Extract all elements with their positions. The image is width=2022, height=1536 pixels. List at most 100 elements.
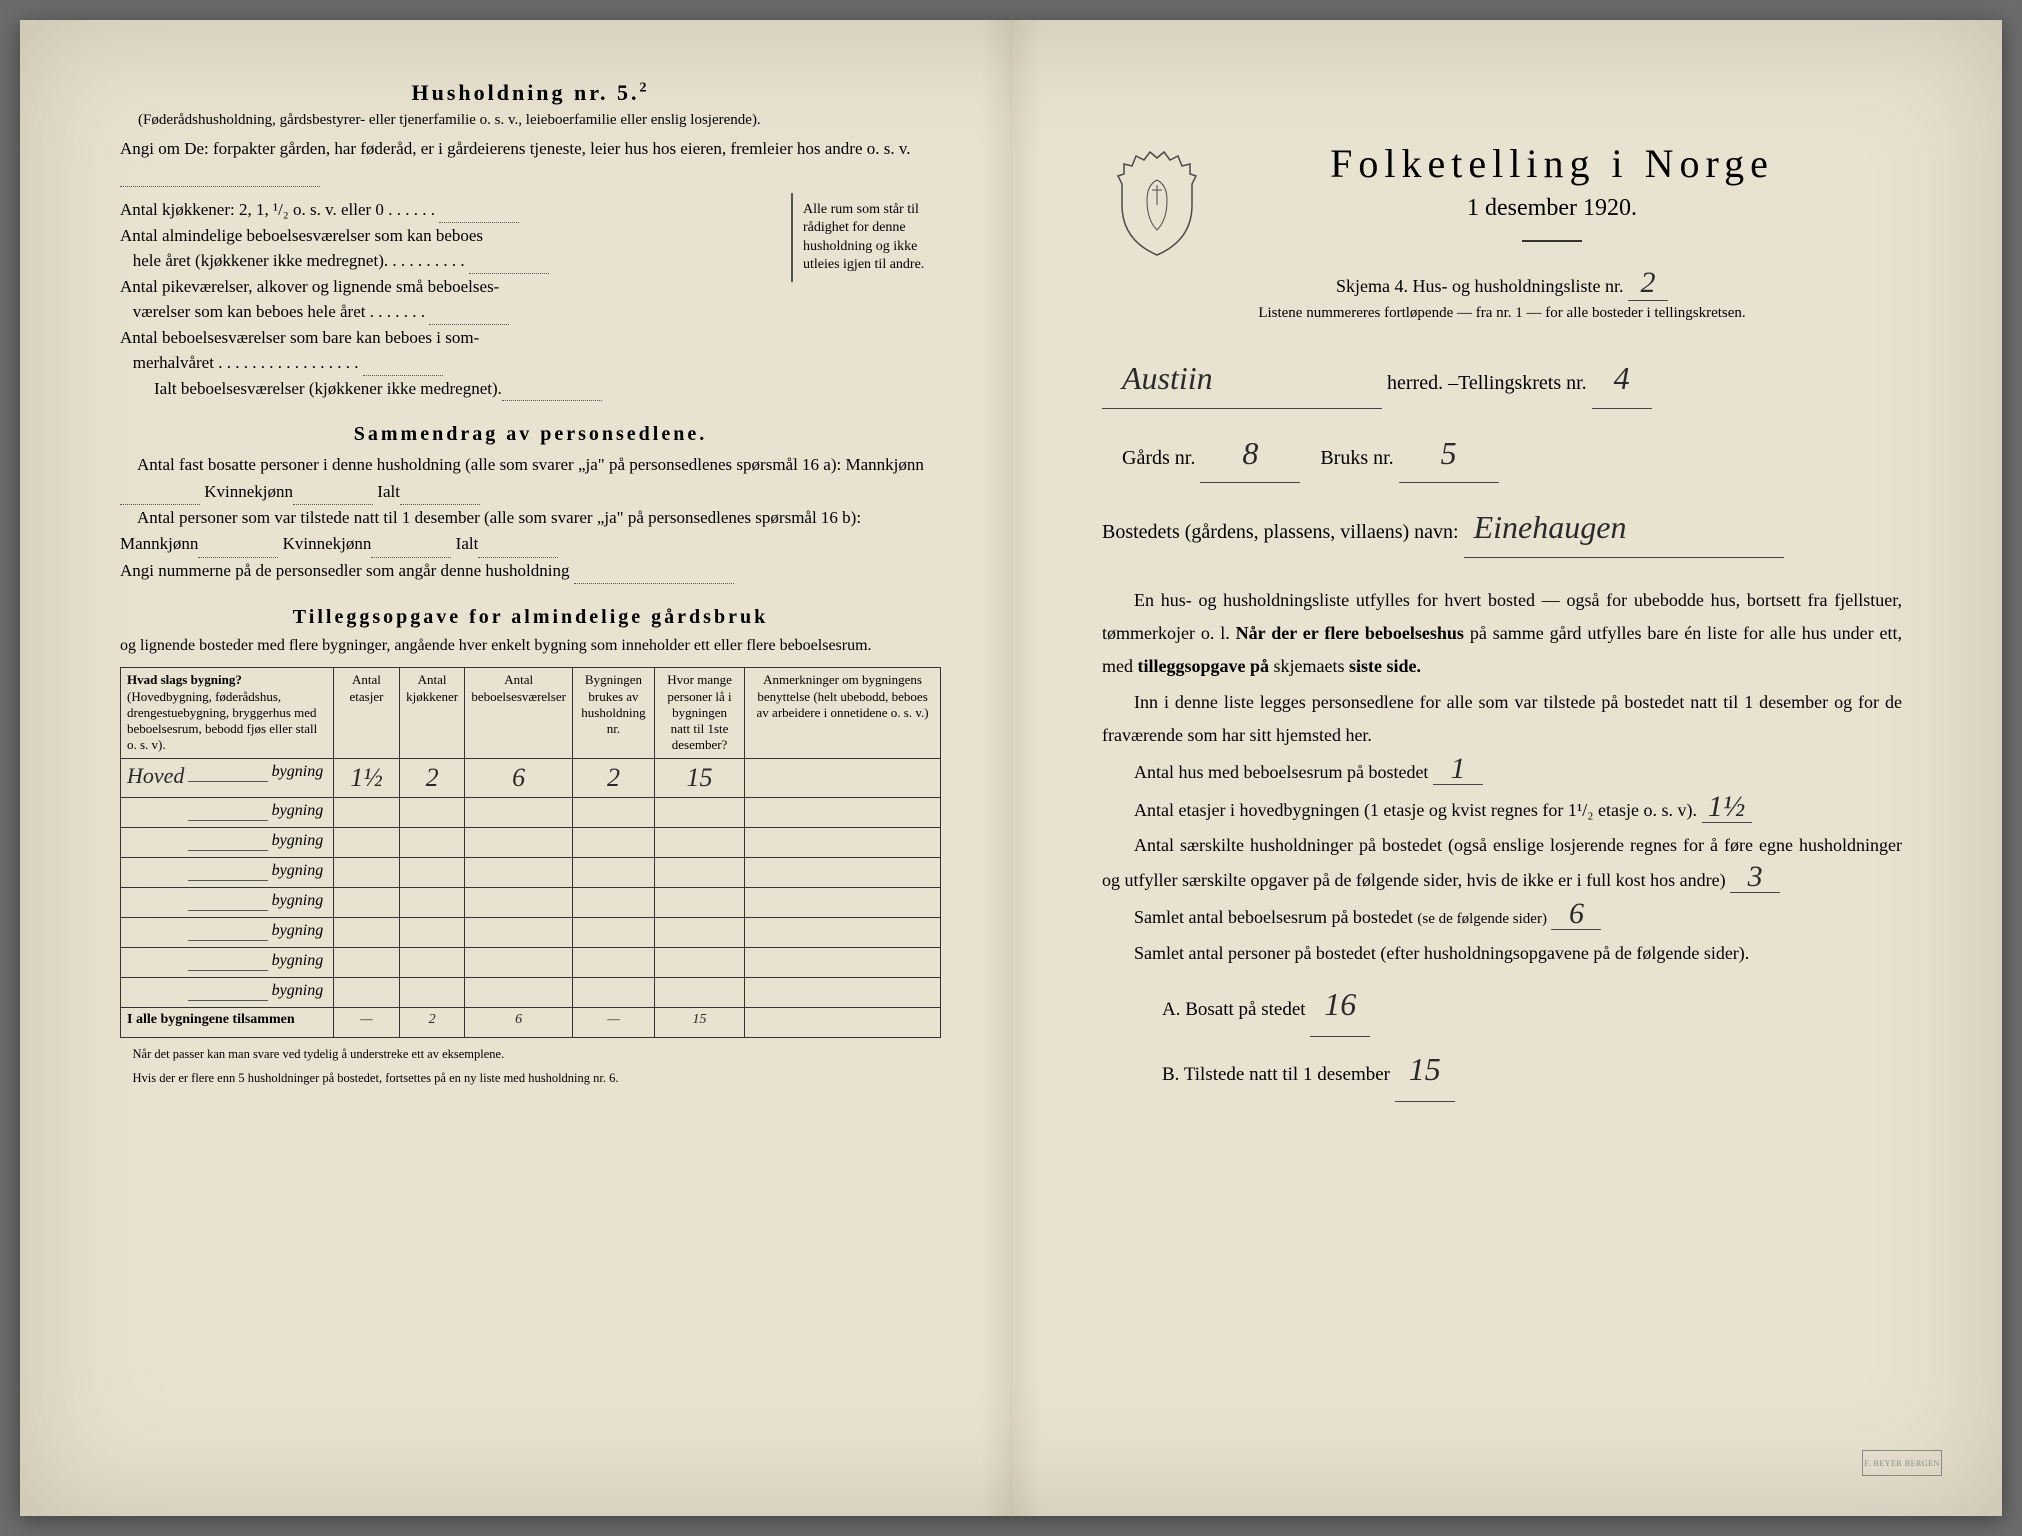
cell-anm bbox=[745, 947, 941, 977]
sammendrag-title: Sammendrag av personsedlene. bbox=[120, 423, 941, 446]
p2: Inn i denne liste legges personsedlene f… bbox=[1102, 686, 1902, 753]
skjema-nr: 2 bbox=[1628, 266, 1668, 301]
rooms-l4: Antal beboelsesværelser som bare kan beb… bbox=[120, 325, 941, 376]
total-hush: — bbox=[572, 1007, 654, 1037]
ab-a-val: 16 bbox=[1310, 972, 1370, 1037]
rooms-l5-fill bbox=[502, 400, 602, 401]
cell-kjokken bbox=[399, 797, 465, 827]
q1: Antal hus med beboelsesrum på bostedet 1 bbox=[1102, 754, 1902, 789]
q4: Samlet antal beboelsesrum på bostedet (s… bbox=[1102, 899, 1902, 934]
household-title: Husholdning nr. 5.2 bbox=[120, 80, 941, 106]
total-etasjer: — bbox=[334, 1007, 400, 1037]
title-rule bbox=[1522, 240, 1582, 242]
krets-nr: 4 bbox=[1592, 350, 1652, 409]
th-kjokken: Antal kjøkkener bbox=[399, 668, 465, 758]
cell-kjokken bbox=[399, 857, 465, 887]
cell-anm bbox=[745, 758, 941, 797]
right-page: Folketelling i Norge 1 desember 1920. Sk… bbox=[1011, 20, 2002, 1516]
cell-etasjer bbox=[334, 917, 400, 947]
ab-b-val: 15 bbox=[1395, 1037, 1455, 1102]
p1d: tilleggsopgave på bbox=[1138, 656, 1270, 676]
ab-a: A. Bosatt på stedet 16 bbox=[1162, 972, 1902, 1037]
rooms-block: Alle rum som står til rådighet for denne… bbox=[120, 197, 941, 401]
cell-kjokken bbox=[399, 947, 465, 977]
th-bygning-title: Hvad slags bygning? bbox=[127, 672, 242, 687]
cell-hush bbox=[572, 857, 654, 887]
printer-stamp: F. BEYER BERGEN bbox=[1862, 1450, 1942, 1476]
samm-p1d: Kvinnekjønn bbox=[204, 482, 293, 501]
cell-anm bbox=[745, 827, 941, 857]
samm-p2: Antal personer som var tilstede natt til… bbox=[120, 505, 941, 558]
th-anm: Anmerkninger om bygningens benyttelse (h… bbox=[745, 668, 941, 758]
rooms-l2a: Antal almindelige beboelsesværelser som … bbox=[120, 226, 483, 245]
cell-bebo bbox=[465, 827, 573, 857]
instruction-line: Angi om De: forpakter gården, har føderå… bbox=[120, 136, 941, 187]
q2-label: Antal etasjer i hovedbygningen (1 etasje… bbox=[1134, 800, 1697, 820]
cell-pers bbox=[654, 857, 744, 887]
table-row: bygning bbox=[121, 827, 941, 857]
cell-kjokken bbox=[399, 827, 465, 857]
th-hush: Bygningen brukes av husholdning nr. bbox=[572, 668, 654, 758]
document-spread: Husholdning nr. 5.2 (Føderådshusholdning… bbox=[20, 20, 2002, 1516]
rooms-l3b: værelser som kan beboes hele året bbox=[133, 302, 366, 321]
cell-etasjer bbox=[334, 797, 400, 827]
cell-pers bbox=[654, 797, 744, 827]
side-brace-note: Alle rum som står til rådighet for denne… bbox=[791, 193, 941, 282]
q4-paren: (se de følgende sider) bbox=[1417, 911, 1547, 927]
rooms-l2b: hele året (kjøkkener ikke medregnet). bbox=[133, 251, 388, 270]
cell-pers bbox=[654, 827, 744, 857]
table-row: bygning bbox=[121, 857, 941, 887]
row-label: bygning bbox=[121, 917, 334, 947]
cell-etasjer bbox=[334, 827, 400, 857]
q2-val: 1½ bbox=[1702, 792, 1752, 823]
sammendrag-block: Antal fast bosatte personer i denne hush… bbox=[120, 452, 941, 584]
table-row: bygning bbox=[121, 887, 941, 917]
instruction-text: Angi om De: forpakter gården, har føderå… bbox=[120, 139, 911, 158]
table-row: Hoved bygning1½26215 bbox=[121, 758, 941, 797]
bosted-value: Einehaugen bbox=[1464, 499, 1784, 558]
th-etasjer: Antal etasjer bbox=[334, 668, 400, 758]
ab-a-label: A. Bosatt på stedet bbox=[1162, 999, 1306, 1020]
cell-hush bbox=[572, 827, 654, 857]
footnote-2-text: Hvis der er flere enn 5 husholdninger på… bbox=[133, 1071, 619, 1085]
rooms-l4a: Antal beboelsesværelser som bare kan beb… bbox=[120, 328, 479, 347]
row-label: bygning bbox=[121, 827, 334, 857]
th-bygning: Hvad slags bygning? (Hovedbygning, føder… bbox=[121, 668, 334, 758]
main-date: 1 desember 1920. bbox=[1202, 195, 1902, 222]
herred-label: herred. –Tellingskrets nr. bbox=[1387, 372, 1587, 394]
p1b: Når der er flere beboelseshus bbox=[1236, 623, 1464, 643]
cell-pers: 15 bbox=[654, 758, 744, 797]
q1-label: Antal hus med beboelsesrum på bostedet bbox=[1134, 762, 1428, 782]
row-label: Hoved bygning bbox=[121, 758, 334, 797]
total-anm bbox=[745, 1007, 941, 1037]
q1-val: 1 bbox=[1433, 754, 1483, 785]
q4-val: 6 bbox=[1551, 899, 1601, 930]
samm-p1e: Ialt bbox=[377, 482, 400, 501]
rooms-l1-text: Antal kjøkkener: 2, 1, ¹/₂ o. s. v. elle… bbox=[120, 200, 384, 219]
body-text: En hus- og husholdningsliste utfylles fo… bbox=[1102, 584, 1902, 970]
cell-bebo bbox=[465, 947, 573, 977]
cell-pers bbox=[654, 947, 744, 977]
cell-bebo bbox=[465, 797, 573, 827]
bosted-label: Bostedets (gårdens, plassens, villaens) … bbox=[1102, 521, 1459, 543]
p1: En hus- og husholdningsliste utfylles fo… bbox=[1102, 584, 1902, 684]
cell-kjokken: 2 bbox=[399, 758, 465, 797]
table-row: bygning bbox=[121, 797, 941, 827]
cell-pers bbox=[654, 917, 744, 947]
cell-etasjer: 1½ bbox=[334, 758, 400, 797]
cell-kjokken bbox=[399, 887, 465, 917]
samm-p3: Angi nummerne på de personsedler som ang… bbox=[120, 558, 941, 584]
cell-hush bbox=[572, 947, 654, 977]
cell-bebo: 6 bbox=[465, 758, 573, 797]
th-bygning-sub: (Hovedbygning, føderådshus, drengestueby… bbox=[127, 689, 317, 753]
samm-p1a: Antal fast bosatte personer i denne hush… bbox=[137, 455, 574, 474]
samm-p2b: ja bbox=[604, 508, 616, 527]
sub-note: Listene nummereres fortløpende — fra nr.… bbox=[1102, 305, 1902, 322]
q2: Antal etasjer i hovedbygningen (1 etasje… bbox=[1102, 792, 1902, 827]
p1f: siste side. bbox=[1349, 656, 1421, 676]
cell-hush bbox=[572, 977, 654, 1007]
footnote-1: Når det passer kan man svare ved tydelig… bbox=[120, 1046, 941, 1062]
instruction-fill bbox=[120, 186, 320, 187]
cell-anm bbox=[745, 917, 941, 947]
cell-etasjer bbox=[334, 887, 400, 917]
